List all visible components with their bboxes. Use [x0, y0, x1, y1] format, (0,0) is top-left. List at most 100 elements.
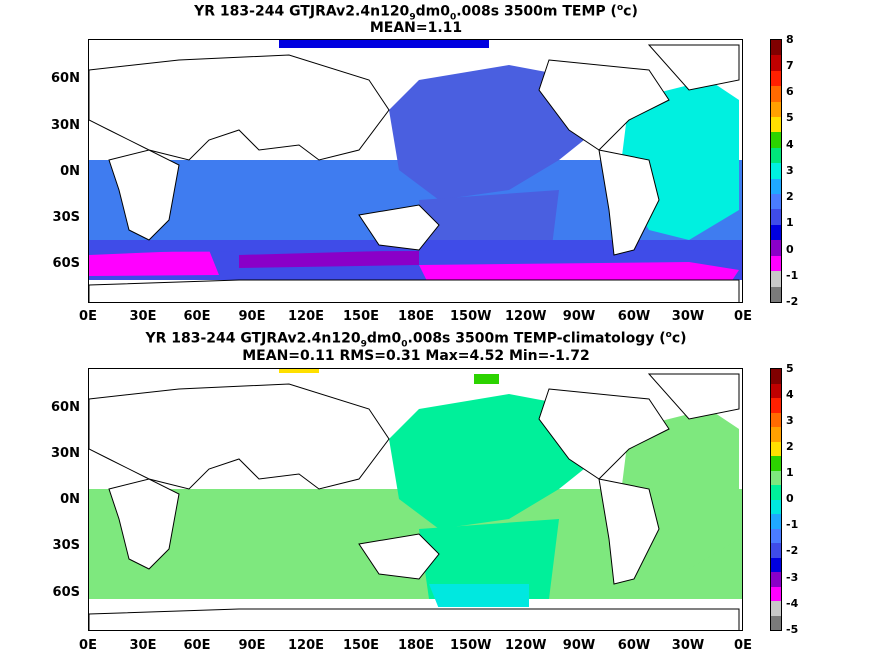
colorbar-swatch [771, 398, 781, 413]
panel2-cb-label: -1 [786, 518, 799, 531]
colorbar-swatch [771, 383, 781, 398]
colorbar-swatch [771, 101, 781, 118]
panel2-lat-60S: 60S [52, 585, 80, 600]
colorbar-swatch [771, 441, 781, 456]
colorbar-swatch [771, 117, 781, 133]
panel2-lon-12: 0E [734, 638, 752, 653]
panel1-colorbar [770, 39, 782, 303]
panel1-cb-label: 1 [786, 216, 794, 229]
panel1-cb-label: 7 [786, 59, 794, 72]
panel2-lat-30S: 30S [52, 538, 80, 553]
panel1-title: YR 183-244 GTJRAv2.4n1209dm00.008s 3500m… [194, 3, 638, 23]
colorbar-swatch [771, 412, 781, 427]
panel1-lon-1: 30E [129, 309, 157, 324]
panel2-lon-8: 120W [505, 638, 547, 653]
panel1-lon-8: 120W [505, 309, 547, 324]
colorbar-swatch [771, 543, 781, 558]
colorbar-swatch [771, 86, 781, 102]
panel2-cb-label: 2 [786, 440, 794, 453]
panel1-cb-label: -1 [786, 269, 799, 282]
panel2-cb-label: -3 [786, 571, 799, 584]
panel2-cb-label: -5 [786, 623, 799, 636]
panel2-lon-2: 60E [183, 638, 211, 653]
panel2-lon-4: 120E [287, 638, 325, 653]
colorbar-swatch [771, 194, 781, 210]
colorbar-swatch [771, 178, 781, 195]
colorbar-swatch [771, 163, 781, 179]
panel1-cb-label: 6 [786, 85, 794, 98]
panel2-cb-label: 1 [786, 466, 794, 479]
colorbar-swatch [771, 427, 781, 442]
panel1-cb-label: 5 [786, 111, 794, 124]
colorbar-swatch [771, 132, 781, 148]
panel2-lat-60N: 60N [51, 400, 80, 415]
panel2-lon-5: 150E [342, 638, 380, 653]
panel2-cb-label: 0 [786, 492, 794, 505]
panel2-lon-11: 30W [671, 638, 705, 653]
colorbar-swatch [771, 147, 781, 164]
panel2-stats: MEAN=0.11 RMS=0.31 Max=4.52 Min=-1.72 [242, 348, 590, 364]
colorbar-swatch [771, 485, 781, 500]
panel2-cb-label: 4 [786, 388, 794, 401]
panel1-lon-3: 90E [238, 309, 266, 324]
panel1-lat-60N: 60N [51, 71, 80, 86]
panel1-cb-label: 3 [786, 164, 794, 177]
panel1-lon-0: 0E [79, 309, 97, 324]
panel2-lat-0N: 0N [60, 492, 80, 507]
panel1-landmasses [89, 44, 740, 302]
colorbar-swatch [771, 615, 781, 630]
colorbar-swatch [771, 528, 781, 543]
panel1-lat-60S: 60S [52, 256, 80, 271]
panel2-title: YR 183-244 GTJRAv2.4n1209dm00.008s 3500m… [145, 330, 687, 350]
colorbar-swatch [771, 209, 781, 225]
panel1-lon-2: 60E [183, 309, 211, 324]
panel2-cb-label: 5 [786, 362, 794, 375]
colorbar-swatch [771, 286, 781, 302]
panel2-lon-1: 30E [129, 638, 157, 653]
panel2-lon-9: 90W [562, 638, 596, 653]
colorbar-swatch [771, 224, 781, 241]
colorbar-swatch [771, 557, 781, 572]
panel2-lon-6: 180E [397, 638, 435, 653]
panel1-lon-7: 150W [450, 309, 492, 324]
panel2-colorbar [770, 368, 782, 631]
panel1-map [88, 39, 743, 303]
panel1-cb-label: 0 [786, 243, 794, 256]
panel1-cb-label: 2 [786, 190, 794, 203]
colorbar-swatch [771, 55, 781, 71]
panel1-lat-0N: 0N [60, 164, 80, 179]
colorbar-swatch [771, 499, 781, 514]
colorbar-swatch [771, 601, 781, 616]
panel1-lat-30N: 30N [51, 118, 80, 133]
panel1-lon-5: 150E [342, 309, 380, 324]
colorbar-swatch [771, 240, 781, 256]
panel2-lat-30N: 30N [51, 446, 80, 461]
colorbar-swatch [771, 271, 781, 287]
panel1-lat-30S: 30S [52, 210, 80, 225]
panel2-map [88, 368, 743, 631]
panel2-lon-10: 60W [617, 638, 651, 653]
panel1-map-svg [89, 40, 742, 302]
panel2-map-svg [89, 369, 742, 630]
colorbar-swatch [771, 572, 781, 587]
colorbar-swatch [771, 514, 781, 529]
colorbar-swatch [771, 369, 781, 384]
colorbar-swatch [771, 40, 781, 56]
panel1-lon-6: 180E [397, 309, 435, 324]
panel1-cb-label: 4 [786, 138, 794, 151]
panel1-lon-10: 60W [617, 309, 651, 324]
panel1-lon-4: 120E [287, 309, 325, 324]
panel2-landmasses [89, 373, 740, 630]
panel1-stats: MEAN=1.11 [369, 20, 463, 36]
panel2-cb-label: -2 [786, 544, 799, 557]
panel1-lon-9: 90W [562, 309, 596, 324]
panel1-lon-11: 30W [671, 309, 705, 324]
panel2-lon-3: 90E [238, 638, 266, 653]
panel1-cb-label: 8 [786, 33, 794, 46]
panel2-cb-label: -4 [786, 597, 799, 610]
panel2-lon-7: 150W [450, 638, 492, 653]
colorbar-swatch [771, 70, 781, 87]
colorbar-swatch [771, 470, 781, 485]
panel2-lon-0: 0E [79, 638, 97, 653]
panel1-lon-12: 0E [734, 309, 752, 324]
